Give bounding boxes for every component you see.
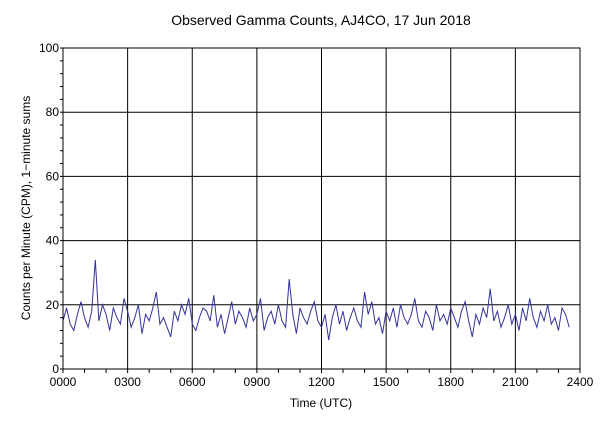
y-tick-label: 0 bbox=[52, 362, 59, 376]
chart-title: Observed Gamma Counts, AJ4CO, 17 Jun 201… bbox=[171, 12, 471, 28]
plot-frame bbox=[62, 47, 581, 370]
x-tick-label: 1500 bbox=[373, 375, 400, 389]
x-tick-labels: 0000 0300 0600 0900 1200 1500 1800 2100 2400 bbox=[50, 375, 594, 389]
x-axis-label: Time (UTC) bbox=[290, 396, 352, 410]
y-tick-labels: 0 20 40 60 80 100 bbox=[39, 41, 59, 376]
y-tick-label: 40 bbox=[46, 234, 60, 248]
y-tick-label: 20 bbox=[46, 298, 60, 312]
x-tick-label: 0300 bbox=[114, 375, 141, 389]
x-tick-label: 2100 bbox=[502, 375, 529, 389]
y-axis-label: Counts per Minute (CPM), 1−minute sums bbox=[19, 96, 33, 320]
y-tick-label: 100 bbox=[39, 41, 59, 55]
grid bbox=[62, 47, 581, 370]
x-tick-label: 2400 bbox=[567, 375, 594, 389]
y-tick-label: 60 bbox=[46, 169, 60, 183]
series-layer bbox=[62, 259, 570, 341]
series-line bbox=[62, 259, 570, 341]
x-tick-label: 1800 bbox=[437, 375, 464, 389]
x-tick-label: 0900 bbox=[244, 375, 271, 389]
x-tick-label: 1200 bbox=[308, 375, 335, 389]
x-tick-label: 0000 bbox=[50, 375, 77, 389]
x-tick-label: 0600 bbox=[179, 375, 206, 389]
y-tick-label: 80 bbox=[46, 105, 60, 119]
